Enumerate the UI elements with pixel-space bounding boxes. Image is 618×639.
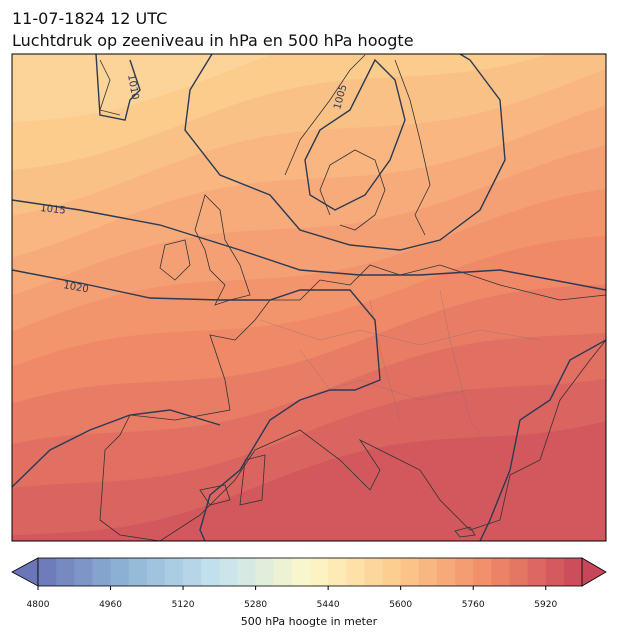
colorbar-tick-label: 5280	[244, 600, 267, 610]
colorbar-segment	[273, 558, 293, 586]
isobar	[95, 54, 141, 121]
isobar	[184, 54, 506, 251]
colorbar-segment	[545, 558, 565, 586]
colorbar-label: 500 hPa hoogte in meter	[241, 615, 378, 628]
map-frame	[11, 53, 607, 542]
colorbar-extend-high	[581, 557, 607, 587]
colorbar-segment	[128, 558, 148, 586]
colorbar-tick-label: 5120	[172, 600, 195, 610]
coast-continent	[99, 264, 606, 541]
colorbar-segment	[509, 558, 529, 586]
colorbar-segment	[56, 558, 75, 586]
colorbar-segment	[38, 558, 57, 586]
colorbar-segment	[436, 558, 456, 586]
colorbar-segment	[563, 558, 583, 586]
height-contours	[12, 54, 606, 541]
colorbar-segment	[219, 558, 238, 586]
colorbar-segment	[473, 558, 492, 586]
colorbar-tick-label: 4960	[99, 600, 122, 610]
colorbar-tick-label: 5440	[317, 600, 340, 610]
colorbar-segment	[237, 558, 257, 586]
isobar	[479, 339, 606, 541]
isobar-label: 1020	[62, 280, 89, 295]
colorbar-segment	[291, 558, 311, 586]
colorbar-tick-label: 5760	[462, 600, 485, 610]
colorbar-segment	[328, 558, 347, 586]
colorbar-extend-low	[11, 557, 39, 587]
colorbar-segment	[164, 558, 184, 586]
isobar	[12, 199, 606, 291]
colorbar-segment	[382, 558, 402, 586]
colorbar-segment	[201, 558, 220, 586]
colorbar-segment	[310, 558, 329, 586]
isobar	[304, 58, 406, 211]
coast-scandinavia	[284, 54, 431, 236]
isobar	[12, 409, 221, 488]
colorbar-segment	[400, 558, 420, 586]
coast-islands	[99, 59, 476, 538]
colorbar-segment	[491, 558, 510, 586]
coastlines	[99, 54, 606, 541]
title: 11-07-1824 12 UTC	[12, 9, 167, 28]
colorbar-segment	[183, 558, 202, 586]
isobar	[12, 269, 381, 541]
isobar-label: 1015	[40, 203, 66, 217]
colorbar-tick-label: 5920	[534, 600, 557, 610]
borders	[259, 289, 541, 461]
subtitle: Luchtdruk op zeeniveau in hPa en 500 hPa…	[12, 31, 414, 50]
colorbar-segment	[74, 558, 93, 586]
colorbar: 4800 4960 5120 5280 5440 5600 5760 5920	[11, 557, 607, 610]
colorbar-segment	[364, 558, 384, 586]
coast-britain	[159, 194, 251, 306]
colorbar-segment	[418, 558, 438, 586]
colorbar-segment	[527, 558, 547, 586]
isobar-label: 1010	[125, 74, 140, 101]
colorbar-segment	[110, 558, 130, 586]
colorbar-frame	[37, 557, 583, 587]
colorbar-segment	[255, 558, 275, 586]
colorbar-segment	[346, 558, 365, 586]
colorbar-segment	[92, 558, 112, 586]
colorbar-segment	[146, 558, 166, 586]
contour-band	[12, 421, 606, 541]
colorbar-segment	[455, 558, 474, 586]
colorbar-tick-label: 5600	[389, 600, 412, 610]
colorbar-tick-label: 4800	[27, 600, 50, 610]
